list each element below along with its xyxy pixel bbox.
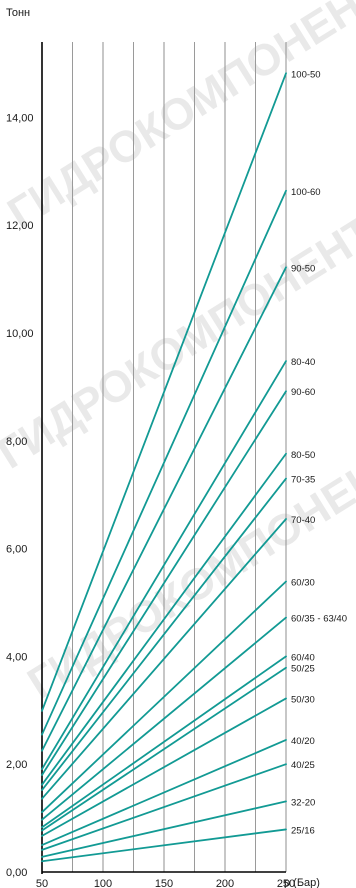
series-label: 60/40: [291, 652, 315, 663]
series-line: [41, 72, 287, 712]
series-line: [41, 390, 287, 776]
series-line: [41, 666, 287, 832]
series-label: 90-50: [291, 263, 315, 274]
series-line: [41, 763, 287, 851]
series-label: 80-40: [291, 357, 315, 368]
y-tick-label: 14,00: [6, 112, 34, 124]
series-line: [41, 360, 287, 770]
y-tick-label: 0,00: [6, 867, 27, 879]
series-line: [41, 616, 287, 821]
watermark-text: ГИДРОКОМПОНЕНТЫ.РФ: [0, 0, 356, 238]
series-label: 60/30: [291, 578, 315, 589]
y-tick-label: 12,00: [6, 220, 34, 232]
x-tick-label: 250: [277, 878, 295, 888]
y-axis-label: Тонн: [6, 7, 30, 19]
y-tick-label: 2,00: [6, 759, 27, 771]
series-label: 50/25: [291, 664, 315, 675]
x-tick-label: 50: [36, 878, 48, 888]
series-line: [41, 266, 287, 752]
x-axis-label: р (Бар): [284, 877, 320, 888]
series-line: [41, 697, 287, 837]
series-label: 60/35 - 63/40: [291, 614, 347, 625]
series-line: [41, 580, 287, 814]
series-label: 32-20: [291, 797, 315, 808]
series-label: 25/16: [291, 825, 315, 836]
y-tick-label: 6,00: [6, 544, 27, 556]
x-tick-label: 150: [155, 878, 173, 888]
x-tick-label: 200: [216, 878, 234, 888]
series-line: [41, 800, 287, 858]
x-tick-label: 100: [94, 878, 112, 888]
y-tick-label: 4,00: [6, 651, 27, 663]
series-label: 100-60: [291, 187, 321, 198]
series-label: 80-50: [291, 450, 315, 461]
series-line: [41, 655, 287, 829]
axis-layer: 0,00 2,00 4,00 6,00 8,00 10,00 12,00 14,00 50 100…: [6, 7, 320, 888]
series-line: [41, 518, 287, 800]
y-tick-label: 8,00: [6, 436, 27, 448]
series-label: 40/25: [291, 760, 315, 771]
grid-layer: [72, 42, 287, 872]
series-layer: [41, 72, 287, 863]
series-label: 100-50: [291, 69, 321, 80]
series-line: [41, 828, 287, 863]
series-line: [41, 189, 287, 736]
y-tick-label: 10,00: [6, 328, 34, 340]
series-line: [41, 452, 287, 786]
series-line: [41, 477, 287, 791]
series-label: 90-60: [291, 387, 315, 398]
series-line: [41, 739, 287, 846]
label-layer: 100-50 100-60 90-50 80-40 90-60 80-50 70-35 70-…: [291, 69, 347, 836]
series-label: 70-40: [291, 515, 315, 526]
series-label: 50/30: [291, 694, 315, 705]
series-label: 70-35: [291, 475, 315, 486]
series-label: 40/20: [291, 736, 315, 747]
